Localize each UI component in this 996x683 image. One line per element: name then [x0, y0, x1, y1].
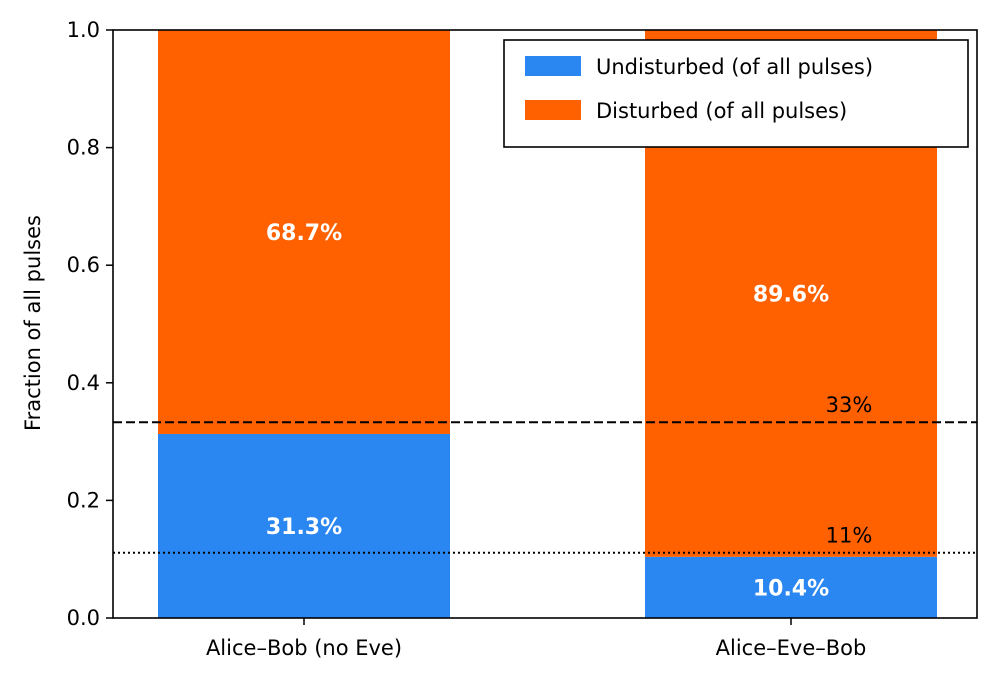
x-tick-label: Alice–Eve–Bob [716, 636, 867, 660]
y-tick-label: 0.4 [67, 371, 100, 395]
bar-undisturbed-1 [645, 556, 937, 618]
legend-box [503, 39, 969, 148]
bar-disturbed-0 [158, 30, 450, 434]
reference-lines-layer: 33% 11% [113, 393, 977, 554]
x-tick-label: Alice–Bob (no Eve) [206, 636, 402, 660]
axes-layer: 0.0 0.2 0.4 0.6 0.8 1.0 Alice–Bob (no Eve) Alic… [67, 18, 978, 660]
bar-value-label: 10.4% [753, 576, 829, 601]
legend-swatch [525, 100, 581, 120]
y-axis-label: Fraction of all pulses [21, 215, 45, 431]
legend: Undisturbed (of all pulses) Disturbed (of… [503, 39, 969, 148]
plot-frame [112, 29, 978, 619]
bar-value-label: 31.3% [266, 515, 342, 540]
y-tick-label: 0.8 [67, 136, 100, 160]
bar-value-label: 89.6% [753, 282, 829, 307]
y-tick-label: 0.2 [67, 488, 100, 512]
y-tick-label: 1.0 [67, 18, 100, 42]
legend-entry-label: Disturbed (of all pulses) [596, 99, 847, 123]
reference-line-label: 11% [826, 524, 873, 548]
y-tick-label: 0.0 [67, 606, 100, 630]
legend-entry-label: Undisturbed (of all pulses) [596, 55, 873, 79]
reference-line-label: 33% [826, 393, 873, 417]
y-tick-label: 0.6 [67, 253, 100, 277]
bar-labels-layer: 31.3% 68.7% 10.4% 89.6% [266, 221, 829, 601]
legend-swatch [525, 56, 581, 76]
bar-value-label: 68.7% [266, 221, 342, 246]
bar-undisturbed-0 [158, 433, 450, 618]
